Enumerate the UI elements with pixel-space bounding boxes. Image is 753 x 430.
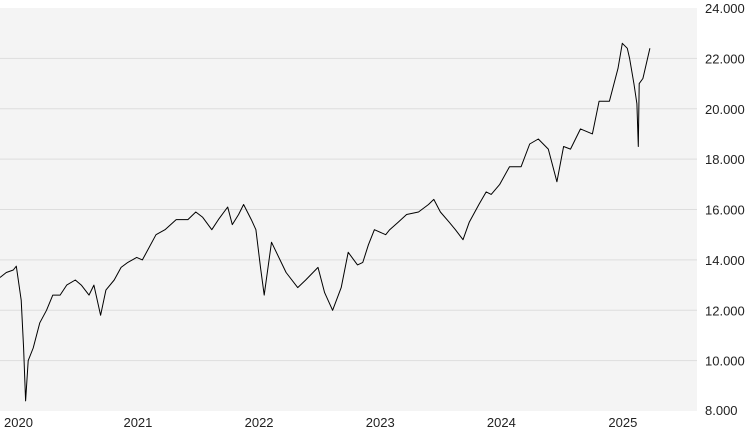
y-tick-label: 12.000 [705, 303, 745, 318]
x-tick-label: 2020 [4, 415, 33, 430]
y-tick-label: 18.000 [705, 152, 745, 167]
y-tick-label: 20.000 [705, 102, 745, 117]
x-tick-label: 2025 [608, 415, 637, 430]
y-tick-label: 24.000 [705, 1, 745, 16]
y-tick-label: 8.000 [705, 403, 738, 418]
x-tick-label: 2023 [366, 415, 395, 430]
x-tick-label: 2024 [487, 415, 516, 430]
y-axis: 8.000 10.000 12.000 14.000 16.000 18.000 20.00… [705, 1, 745, 418]
y-tick-label: 16.000 [705, 203, 745, 218]
x-tick-label: 2022 [245, 415, 274, 430]
x-tick-label: 2021 [123, 415, 152, 430]
y-tick-label: 10.000 [705, 354, 745, 369]
grid-lines [0, 57, 697, 362]
x-axis: 2020 2021 2022 2023 2024 2025 [4, 415, 637, 430]
series-line [0, 42, 651, 402]
series-layer [0, 42, 651, 402]
y-tick-label: 22.000 [705, 51, 745, 66]
y-tick-label: 14.000 [705, 253, 745, 268]
